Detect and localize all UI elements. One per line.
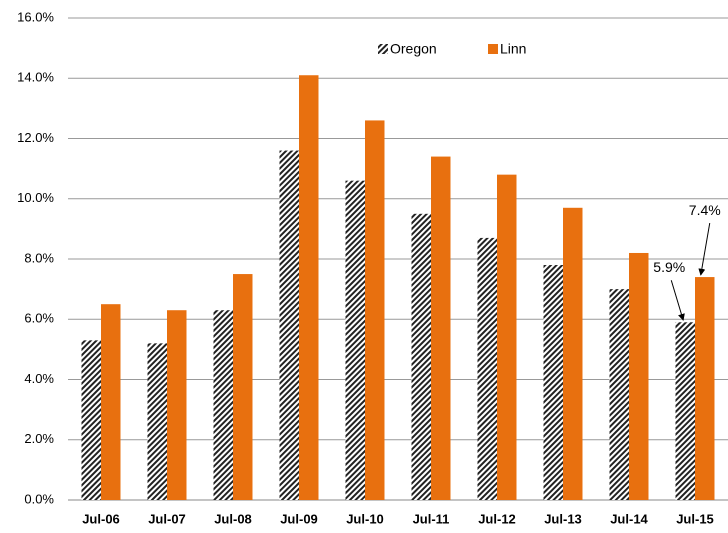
bar <box>629 252 649 500</box>
y-tick-label: 8.0% <box>24 250 54 265</box>
x-tick-label: Jul-14 <box>610 511 648 526</box>
legend-label: Oregon <box>390 41 437 57</box>
bar <box>101 304 121 500</box>
bar <box>279 150 299 501</box>
y-tick-label: 0.0% <box>24 491 54 506</box>
bar <box>543 265 563 500</box>
y-tick-label: 2.0% <box>24 431 54 446</box>
x-tick-label: Jul-08 <box>214 511 252 526</box>
bar <box>147 343 167 500</box>
bar <box>431 156 451 500</box>
label-arrow <box>670 280 685 321</box>
y-tick-label: 10.0% <box>17 190 54 205</box>
bar <box>675 322 695 500</box>
legend-swatch <box>378 44 388 54</box>
bar <box>167 310 187 500</box>
bar <box>497 174 517 500</box>
bar <box>477 237 497 500</box>
label-arrow <box>698 222 711 276</box>
bar <box>299 75 319 501</box>
x-tick-label: Jul-12 <box>478 511 516 526</box>
bar <box>609 289 629 500</box>
x-tick-label: Jul-13 <box>544 511 582 526</box>
y-tick-label: 12.0% <box>17 130 54 145</box>
data-label: 7.4% <box>689 202 721 218</box>
x-tick-label: Jul-11 <box>413 511 450 526</box>
y-tick-label: 4.0% <box>24 371 54 386</box>
data-label: 5.9% <box>653 259 685 275</box>
bar <box>695 277 715 500</box>
y-tick-label: 16.0% <box>17 9 54 24</box>
bar <box>81 340 101 500</box>
x-tick-label: Jul-07 <box>148 511 186 526</box>
bar <box>411 213 431 500</box>
x-tick-label: Jul-10 <box>346 511 384 526</box>
y-tick-label: 6.0% <box>24 311 54 326</box>
bar <box>563 207 583 500</box>
legend-swatch <box>488 44 498 54</box>
x-tick-label: Jul-09 <box>280 511 318 526</box>
bar <box>365 120 385 501</box>
bar <box>345 180 365 501</box>
bar <box>213 310 233 500</box>
bar <box>233 274 253 500</box>
legend-label: Linn <box>500 41 526 57</box>
y-tick-label: 14.0% <box>17 70 54 85</box>
x-tick-label: Jul-06 <box>82 511 120 526</box>
x-tick-label: Jul-15 <box>676 511 714 526</box>
